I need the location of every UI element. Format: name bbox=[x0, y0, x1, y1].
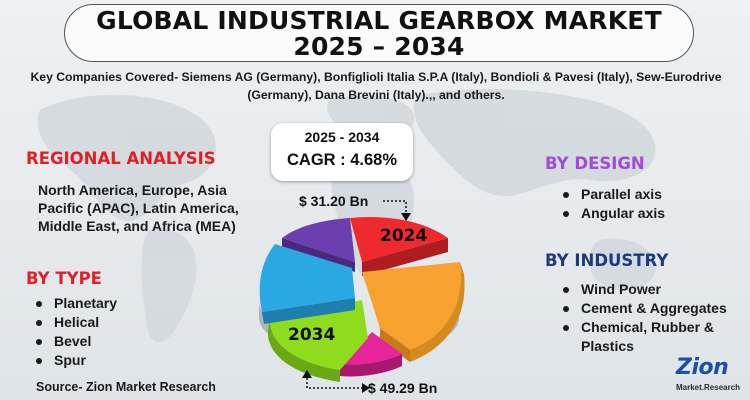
value-2034-label: $ 49.29 Bn bbox=[368, 380, 437, 396]
by-industry-item: Cement & Aggregates bbox=[557, 299, 727, 318]
by-design-item: Parallel axis bbox=[557, 185, 665, 204]
pie-slice-orange bbox=[362, 262, 461, 350]
by-industry-heading: BY INDUSTRY bbox=[545, 251, 669, 270]
pie-label-2024: 2024 bbox=[380, 226, 427, 246]
regional-analysis-heading: REGIONAL ANALYSIS bbox=[26, 149, 216, 168]
value-2034-arrowhead-right bbox=[362, 383, 370, 393]
title-banner: GLOBAL INDUSTRIAL GEARBOX MARKET 2025 – … bbox=[64, 4, 694, 62]
cagr-period: 2025 - 2034 bbox=[304, 129, 380, 145]
by-type-item: Spur bbox=[30, 351, 117, 370]
key-companies-text: Key Companies Covered- Siemens AG (Germa… bbox=[30, 70, 722, 102]
by-type-heading: BY TYPE bbox=[26, 269, 102, 288]
by-design-list: Parallel axis Angular axis bbox=[557, 185, 665, 223]
title-line-2: 2025 – 2034 bbox=[293, 32, 465, 61]
logo-main-text: Zion bbox=[676, 355, 729, 380]
value-2034-arrowhead bbox=[302, 370, 312, 378]
by-type-item: Bevel bbox=[30, 332, 117, 351]
logo-sub-text: Market.Research bbox=[676, 383, 741, 392]
value-2024-connector bbox=[383, 200, 407, 213]
by-industry-item: Wind Power bbox=[557, 280, 727, 299]
pie-slice-pink bbox=[340, 332, 402, 365]
pie-slice-blue bbox=[259, 244, 355, 312]
regional-analysis-text: North America, Europe, Asia Pacific (APA… bbox=[38, 182, 239, 234]
pie-slice-purple bbox=[282, 218, 355, 262]
by-industry-item: Chemical, Rubber & bbox=[557, 318, 727, 337]
pie-slice-red-2024 bbox=[350, 217, 448, 262]
cagr-value: CAGR : 4.68% bbox=[286, 151, 398, 169]
zion-logo: Zion Market.Research bbox=[672, 355, 746, 399]
pie-label-2034: 2034 bbox=[288, 325, 335, 345]
by-type-list: Planetary Helical Bevel Spur bbox=[30, 294, 117, 370]
cagr-box: 2025 - 2034 CAGR : 4.68% bbox=[271, 123, 413, 181]
by-type-item: Planetary bbox=[30, 294, 117, 313]
value-2024-arrowhead bbox=[401, 213, 411, 221]
source-text: Source- Zion Market Research bbox=[36, 380, 216, 394]
by-design-item: Angular axis bbox=[557, 204, 665, 223]
value-2024-label: $ 31.20 Bn bbox=[299, 193, 368, 209]
value-2034-connector bbox=[306, 378, 363, 389]
title-line-1: GLOBAL INDUSTRIAL GEARBOX MARKET bbox=[96, 6, 662, 35]
by-design-heading: BY DESIGN bbox=[545, 154, 645, 173]
by-industry-item-continuation: Plastics bbox=[581, 338, 634, 354]
by-type-item: Helical bbox=[30, 313, 117, 332]
by-industry-list: Wind Power Cement & Aggregates Chemical,… bbox=[557, 280, 727, 356]
